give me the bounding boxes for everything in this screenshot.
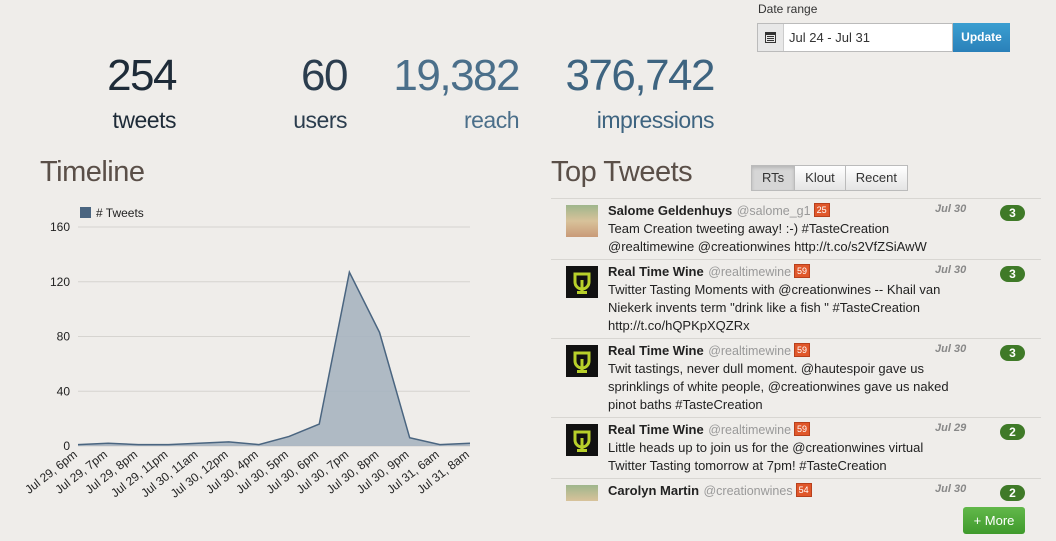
- tweet-date: Jul 30: [935, 343, 967, 355]
- avatar: [566, 424, 598, 456]
- stat-value: 254: [107, 51, 177, 100]
- y-tick-label: 40: [57, 384, 71, 398]
- y-tick-label: 120: [50, 275, 70, 289]
- tweet-header: Real Time Wine @realtimewine 59: [608, 421, 1041, 439]
- tweet-author: Salome Geldenhuys: [608, 203, 733, 218]
- tweet-handle: @creationwines: [703, 484, 793, 498]
- more-button[interactable]: + More: [963, 507, 1025, 534]
- retweet-count: 3: [1000, 266, 1025, 282]
- tweet-header: Real Time Wine @realtimewine 59: [608, 263, 1041, 281]
- tweet-list: Salome Geldenhuys @salome_g1 25 Jul 30 3 Tea…: [551, 198, 1041, 501]
- retweet-count: 2: [1000, 485, 1025, 501]
- tweet-handle: @realtimewine: [708, 344, 792, 358]
- avatar-logo: [573, 430, 591, 452]
- top-tweets-title: Top Tweets: [551, 156, 693, 188]
- tweet: Real Time Wine @realtimewine 59 Jul 29 2 Lit…: [551, 418, 1041, 479]
- klout-score: 59: [794, 343, 811, 357]
- stat-value: 376,742: [565, 51, 715, 100]
- tweet-text: Twitter Tasting Moments with @creationwi…: [608, 282, 941, 333]
- avatar: [566, 485, 598, 501]
- avatar: [566, 345, 598, 377]
- tweet-handle: @realtimewine: [708, 423, 792, 437]
- tweet: Real Time Wine @realtimewine 59 Jul 30 3 Twi…: [551, 339, 1041, 418]
- tab[interactable]: Recent: [844, 165, 908, 191]
- date-range-value: Jul 24 - Jul 31: [789, 30, 870, 45]
- tweet-header: Salome Geldenhuys @salome_g1 25: [608, 202, 1041, 220]
- tweet-date: Jul 29: [935, 422, 967, 434]
- klout-score: 25: [813, 203, 830, 217]
- line: [77, 269, 471, 446]
- avatar: [566, 266, 598, 298]
- stat-label: impressions: [596, 107, 715, 133]
- legend-label: # Tweets: [96, 206, 144, 220]
- calendar-glyph: [765, 32, 776, 43]
- stat-label: users: [293, 107, 347, 133]
- avatar-logo: [573, 351, 591, 373]
- tweet-author: Real Time Wine: [608, 343, 704, 358]
- date-range-input[interactable]: Jul 24 - Jul 31: [757, 23, 953, 52]
- timeline-title: Timeline: [40, 156, 145, 188]
- klout-score: 54: [795, 483, 812, 497]
- tweet-header: Carolyn Martin @creationwines 54: [608, 482, 1041, 500]
- tweet-date: Jul 30: [935, 203, 967, 215]
- stat-label: reach: [463, 107, 520, 133]
- y-tick-label: 160: [50, 220, 70, 234]
- klout-score: 59: [794, 264, 811, 278]
- tweet-author: Carolyn Martin: [608, 483, 700, 498]
- calendar-icon: [758, 24, 784, 51]
- tweet-text: Team Creation tweeting away! :-) #TasteC…: [608, 221, 927, 254]
- klout-score: 59: [794, 422, 811, 436]
- stat-value: 60: [301, 51, 348, 100]
- avatar-logo: [573, 272, 591, 294]
- tweet-date: Jul 30: [935, 483, 967, 495]
- y-tick-label: 80: [57, 330, 71, 344]
- tweet-text: “@realtimewine: HAH! #TasteCreation RT "…: [608, 500, 960, 501]
- stat-label: tweets: [112, 107, 177, 133]
- stat-value: 19,382: [393, 51, 520, 100]
- update-button[interactable]: Update: [953, 23, 1010, 52]
- area: [78, 272, 470, 446]
- y-tick-label: 0: [63, 439, 70, 453]
- avatar: [566, 205, 598, 237]
- retweet-count: 3: [1000, 205, 1025, 221]
- tweet: Real Time Wine @realtimewine 59 Jul 30 3 Twi…: [551, 260, 1041, 339]
- tweet-handle: @salome_g1: [736, 204, 811, 218]
- tab[interactable]: Klout: [794, 165, 846, 191]
- tweet-text: Twit tastings, never dull moment. @haute…: [608, 361, 949, 412]
- tweet-date: Jul 30: [935, 264, 967, 276]
- legend-swatch: [80, 207, 91, 218]
- tweet-text: Little heads up to join us for the @crea…: [608, 440, 924, 473]
- retweet-count: 2: [1000, 424, 1025, 440]
- tweet-tabs: RTs Klout Recent: [751, 165, 908, 191]
- date-range-label: Date range: [758, 2, 818, 16]
- tweet-author: Real Time Wine: [608, 264, 704, 279]
- tab[interactable]: RTs: [751, 165, 796, 191]
- tweet-header: Real Time Wine @realtimewine 59: [608, 342, 1041, 360]
- retweet-count: 3: [1000, 345, 1025, 361]
- tweet-author: Real Time Wine: [608, 422, 704, 437]
- tweet-handle: @realtimewine: [708, 265, 792, 279]
- tweet: Salome Geldenhuys @salome_g1 25 Jul 30 3 Tea…: [551, 199, 1041, 260]
